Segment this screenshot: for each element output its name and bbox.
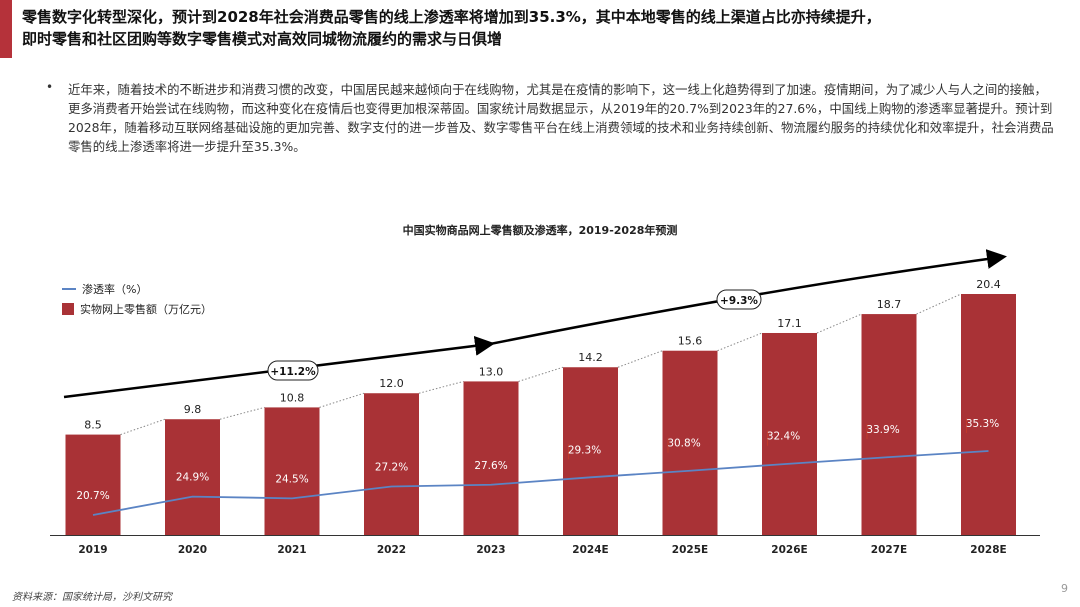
bar-value-label: 14.2 bbox=[578, 351, 603, 364]
bar-value-label: 10.8 bbox=[280, 391, 305, 404]
bar-connector bbox=[120, 418, 166, 436]
bar-value-label: 13.0 bbox=[479, 365, 504, 378]
rate-value-label: 33.9% bbox=[866, 424, 899, 436]
x-tick-label: 2024E bbox=[572, 544, 608, 556]
bar-connector bbox=[916, 293, 962, 315]
bar bbox=[165, 419, 220, 535]
legend-line-swatch bbox=[62, 288, 76, 290]
legend-bar-swatch bbox=[62, 303, 74, 315]
bullet-marker: • bbox=[46, 80, 54, 94]
bar bbox=[861, 314, 917, 535]
bar-connector bbox=[518, 366, 564, 382]
bar-connector bbox=[717, 332, 763, 352]
bar bbox=[762, 332, 817, 535]
bar bbox=[961, 294, 1016, 535]
legend-label-sales: 实物网上零售额（万亿元） bbox=[80, 303, 212, 316]
cagr-label: +11.2% bbox=[270, 366, 316, 378]
x-tick-label: 2020 bbox=[178, 544, 207, 556]
rate-value-label: 24.5% bbox=[275, 473, 308, 485]
bar bbox=[65, 434, 121, 535]
accent-bar bbox=[0, 0, 12, 58]
bar-value-label: 12.0 bbox=[379, 377, 404, 390]
bar-connector bbox=[816, 313, 862, 334]
bar bbox=[463, 381, 519, 535]
bar-value-label: 20.4 bbox=[976, 278, 1001, 291]
rate-value-label: 27.2% bbox=[375, 462, 408, 474]
page-title: 零售数字化转型深化，预计到2028年社会消费品零售的线上渗透率将增加到35.3%… bbox=[22, 6, 1072, 50]
bar-value-label: 17.1 bbox=[777, 317, 802, 330]
chart-title: 中国实物商品网上零售额及渗透率，2019-2028年预测 bbox=[402, 224, 678, 237]
x-tick-label: 2019 bbox=[78, 544, 107, 556]
bar-value-label: 8.5 bbox=[84, 419, 102, 432]
bar bbox=[662, 350, 718, 535]
bar-value-label: 18.7 bbox=[877, 298, 902, 311]
cagr-pill bbox=[267, 360, 319, 381]
rate-line bbox=[92, 450, 989, 516]
bar-connector bbox=[219, 406, 265, 420]
legend-item-sales: 实物网上零售额（万亿元） bbox=[62, 299, 212, 319]
bar-connector bbox=[418, 380, 464, 394]
cagr-label: +9.3% bbox=[720, 295, 758, 307]
bar-value-label: 15.6 bbox=[678, 335, 703, 348]
cagr-pill bbox=[716, 289, 762, 310]
body-paragraph: 近年来，随着技术的不断进步和消费习惯的改变，中国居民越来越倾向于在线购物，尤其是… bbox=[68, 82, 1054, 154]
title-line-1: 零售数字化转型深化，预计到2028年社会消费品零售的线上渗透率将增加到35.3%… bbox=[22, 8, 881, 26]
x-tick-label: 2028E bbox=[970, 544, 1006, 556]
x-tick-label: 2027E bbox=[871, 544, 907, 556]
body-text: 近年来，随着技术的不断进步和消费习惯的改变，中国居民越来越倾向于在线购物，尤其是… bbox=[38, 80, 1058, 156]
legend-item-rate: 渗透率（%） bbox=[62, 279, 212, 299]
bar bbox=[264, 407, 320, 535]
x-tick-label: 2023 bbox=[476, 544, 505, 556]
rate-value-label: 20.7% bbox=[76, 490, 109, 502]
rate-value-label: 30.8% bbox=[667, 438, 700, 450]
rate-value-label: 27.6% bbox=[474, 460, 507, 472]
x-tick-label: 2026E bbox=[771, 544, 807, 556]
bar bbox=[563, 367, 618, 535]
rate-value-label: 24.9% bbox=[176, 472, 209, 484]
chart-legend: 渗透率（%） 实物网上零售额（万亿元） bbox=[62, 279, 212, 319]
x-tick-label: 2025E bbox=[672, 544, 708, 556]
bar-connector bbox=[617, 350, 663, 368]
title-line-2: 即时零售和社区团购等数字零售模式对高效同城物流履约的需求与日俱增 bbox=[22, 30, 503, 48]
bar-connector bbox=[319, 392, 365, 408]
bar bbox=[364, 393, 419, 535]
page-number: 9 bbox=[1061, 582, 1068, 595]
rate-value-label: 35.3% bbox=[966, 418, 999, 430]
source-note: 资料来源：国家统计局，沙利文研究 bbox=[12, 592, 172, 603]
x-tick-label: 2022 bbox=[377, 544, 406, 556]
x-tick-label: 2021 bbox=[277, 544, 306, 556]
rate-value-label: 32.4% bbox=[767, 431, 800, 443]
legend-label-rate: 渗透率（%） bbox=[82, 283, 148, 296]
rate-value-label: 29.3% bbox=[568, 444, 601, 456]
bar-value-label: 9.8 bbox=[184, 403, 202, 416]
